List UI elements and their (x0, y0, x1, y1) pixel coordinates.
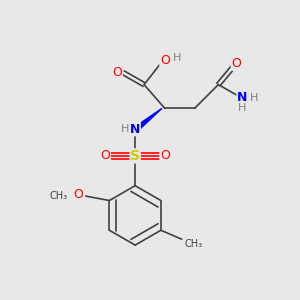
Text: CH₃: CH₃ (184, 238, 202, 249)
Text: N: N (237, 92, 247, 104)
Text: CH₃: CH₃ (50, 191, 68, 201)
Text: O: O (160, 149, 170, 162)
Text: O: O (100, 149, 110, 162)
Text: O: O (160, 54, 170, 67)
Polygon shape (138, 108, 162, 131)
Text: H: H (238, 103, 246, 113)
Text: O: O (73, 188, 83, 201)
Text: H: H (172, 53, 181, 63)
Text: O: O (231, 57, 241, 70)
Text: S: S (130, 149, 140, 163)
Text: N: N (130, 123, 140, 136)
Text: O: O (112, 66, 122, 79)
Text: H: H (121, 124, 129, 134)
Text: H: H (250, 93, 258, 103)
